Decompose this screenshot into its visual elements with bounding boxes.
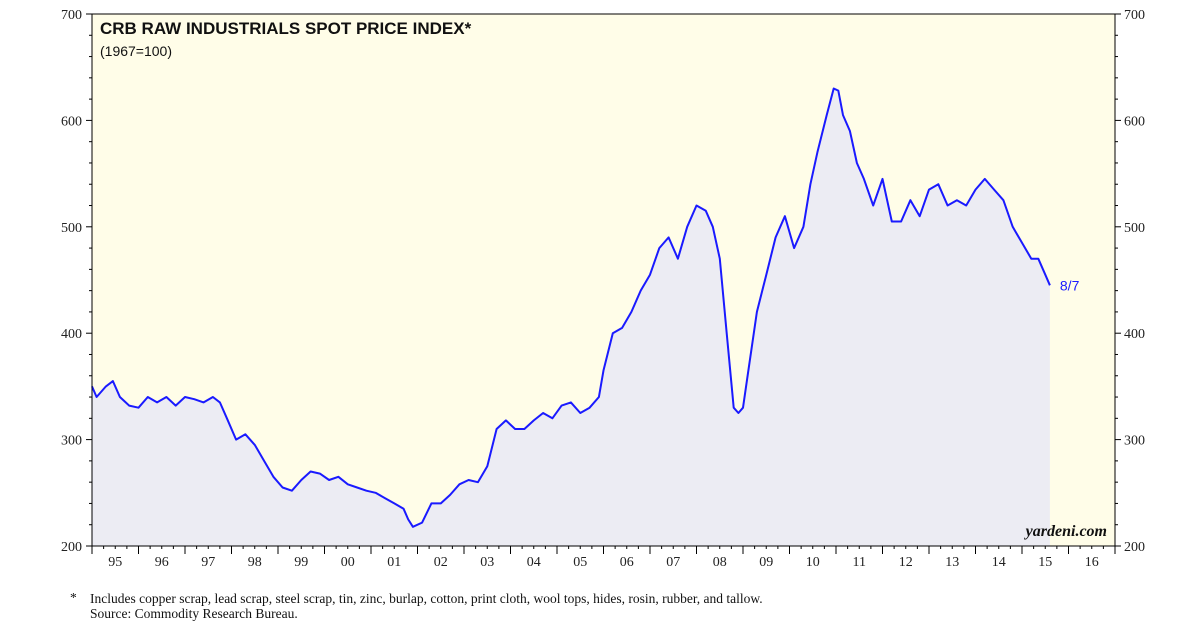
x-tick-label: 01 <box>387 555 401 570</box>
x-tick-label: 96 <box>155 555 169 570</box>
x-axis: 95 96 97 98 99 00 01 02 03 04 05 06 07 08 09 10 11 12 13 14… <box>91 546 1116 570</box>
y-tick-label-right: 500 <box>1124 221 1145 236</box>
footnote-marker: * <box>70 590 77 605</box>
x-tick-label: 15 <box>1038 555 1052 570</box>
x-tick-label: 99 <box>294 555 308 570</box>
x-tick-label: 12 <box>899 555 913 570</box>
y-axis-left: 200 300 400 500 600 700 <box>61 8 92 555</box>
x-tick-label: 14 <box>992 555 1006 570</box>
x-tick-label: 06 <box>620 555 634 570</box>
y-tick-label-left: 300 <box>61 434 82 449</box>
y-tick-label-left: 600 <box>61 114 82 129</box>
x-tick-label: 11 <box>853 555 866 570</box>
x-tick-label: 10 <box>806 555 820 570</box>
y-tick-label-left: 200 <box>61 540 82 555</box>
x-tick-label: 00 <box>341 555 355 570</box>
y-tick-label-right: 400 <box>1124 327 1145 342</box>
end-date-label: 8/7 <box>1060 277 1080 293</box>
x-tick-label: 07 <box>666 555 680 570</box>
x-tick-label: 09 <box>759 555 773 570</box>
x-tick-label: 97 <box>201 555 215 570</box>
x-tick-label: 08 <box>713 555 727 570</box>
x-tick-label: 04 <box>527 555 541 570</box>
x-tick-label: 16 <box>1085 555 1099 570</box>
x-tick-label: 02 <box>434 555 448 570</box>
y-tick-label-right: 700 <box>1124 8 1145 23</box>
source-text: Source: Commodity Research Bureau. <box>90 606 298 621</box>
series-line <box>91 87 1051 528</box>
watermark: yardeni.com <box>1024 523 1107 540</box>
x-tick-label: 03 <box>480 555 494 570</box>
y-tick-label-left: 500 <box>61 221 82 236</box>
x-tick-label: 95 <box>108 555 122 570</box>
footnote-text: Includes copper scrap, lead scrap, steel… <box>90 591 763 606</box>
footnote: * Includes copper scrap, lead scrap, ste… <box>70 590 763 621</box>
chart-subtitle: (1967=100) <box>100 43 172 59</box>
chart-title: CRB RAW INDUSTRIALS SPOT PRICE INDEX* <box>100 19 472 38</box>
y-tick-label-left: 700 <box>61 8 82 23</box>
x-tick-label: 05 <box>573 555 587 570</box>
y-axis-right: 200 300 400 500 600 700 <box>1115 8 1145 555</box>
series-area-fill <box>92 88 1050 546</box>
y-tick-label-left: 400 <box>61 327 82 342</box>
y-tick-label-right: 600 <box>1124 114 1145 129</box>
x-tick-label: 13 <box>945 555 959 570</box>
y-tick-label-right: 200 <box>1124 540 1145 555</box>
y-tick-label-right: 300 <box>1124 434 1145 449</box>
chart: 200 300 400 500 600 700 200 300 400 500 600 700 95… <box>61 8 1145 570</box>
x-tick-label: 98 <box>248 555 262 570</box>
